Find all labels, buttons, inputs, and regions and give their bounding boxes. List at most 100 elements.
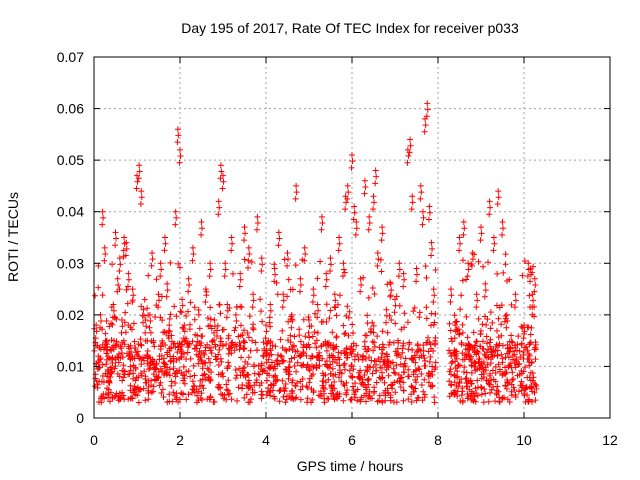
data-point: [499, 372, 506, 379]
data-point: [317, 392, 324, 399]
data-point: [259, 368, 266, 375]
data-point: [189, 378, 196, 385]
data-point: [127, 363, 134, 370]
data-point: [532, 397, 539, 404]
data-point: [502, 313, 509, 320]
data-point: [364, 377, 371, 384]
data-point: [244, 360, 251, 367]
data-point: [125, 276, 132, 283]
data-point: [218, 358, 225, 365]
data-point: [328, 261, 335, 268]
data-point: [268, 359, 275, 366]
data-point: [191, 304, 198, 311]
data-point: [502, 370, 509, 377]
data-point: [452, 348, 459, 355]
data-point: [344, 195, 351, 202]
data-point: [229, 270, 236, 277]
data-point: [527, 278, 534, 285]
data-point: [411, 388, 418, 395]
data-point: [185, 391, 192, 398]
data-point: [205, 323, 212, 330]
data-point: [165, 327, 172, 334]
data-point: [205, 355, 212, 362]
data-point: [109, 395, 116, 402]
data-point: [214, 327, 221, 334]
data-point: [250, 326, 257, 333]
data-point: [397, 383, 404, 390]
data-point: [185, 275, 192, 282]
data-point: [290, 396, 297, 403]
data-point: [352, 380, 359, 387]
data-point: [196, 325, 203, 332]
data-point: [306, 317, 312, 324]
data-point: [186, 281, 193, 288]
data-point: [470, 329, 477, 336]
data-point: [411, 304, 418, 311]
data-point: [176, 264, 183, 271]
data-point: [128, 394, 135, 401]
data-point: [446, 347, 453, 354]
data-point: [151, 343, 158, 350]
data-point: [429, 383, 436, 390]
data-point: [416, 314, 423, 321]
data-point: [310, 286, 317, 293]
data-point: [164, 280, 171, 287]
data-point: [506, 362, 513, 369]
data-point: [122, 368, 129, 375]
data-point: [233, 343, 240, 350]
data-point: [452, 322, 459, 329]
data-point: [112, 242, 119, 249]
data-point: [426, 339, 433, 346]
data-point: [285, 318, 292, 325]
data-point: [94, 366, 101, 373]
data-point: [101, 395, 108, 402]
data-point: [512, 393, 519, 400]
data-point: [347, 396, 354, 403]
data-point: [189, 257, 196, 264]
data-point: [374, 333, 381, 340]
data-point: [131, 338, 138, 345]
data-point: [327, 268, 334, 275]
data-point: [309, 333, 316, 340]
data-point: [258, 362, 265, 369]
data-point: [349, 348, 356, 355]
data-point: [350, 346, 357, 353]
data-point: [431, 292, 438, 299]
data-point: [241, 256, 248, 263]
data-point: [255, 370, 262, 377]
data-point: [272, 343, 279, 350]
data-point: [206, 273, 213, 280]
data-point: [115, 281, 122, 288]
data-point: [174, 349, 181, 356]
data-point: [446, 320, 453, 327]
data-point: [362, 183, 369, 190]
data-point: [207, 304, 214, 311]
data-point: [207, 347, 214, 354]
data-point: [487, 360, 494, 367]
data-point: [465, 393, 472, 400]
data-point: [408, 398, 415, 405]
data-point: [454, 368, 461, 375]
data-point: [447, 382, 454, 389]
data-point: [205, 374, 212, 381]
data-point: [240, 365, 247, 372]
data-point: [291, 354, 298, 361]
data-point: [135, 399, 142, 406]
data-point: [225, 377, 232, 384]
data-point: [299, 362, 306, 369]
data-point: [340, 266, 347, 273]
data-point: [370, 193, 377, 200]
data-point: [259, 352, 266, 359]
data-point: [417, 195, 424, 202]
data-point: [490, 247, 497, 254]
data-point: [429, 363, 436, 370]
data-point: [217, 162, 224, 169]
data-point: [218, 338, 225, 345]
data-point: [357, 275, 364, 282]
data-point: [175, 260, 182, 267]
data-point: [372, 367, 379, 374]
data-point: [318, 226, 325, 233]
data-point: [469, 256, 476, 263]
data-point: [112, 356, 119, 363]
data-point: [401, 276, 408, 283]
